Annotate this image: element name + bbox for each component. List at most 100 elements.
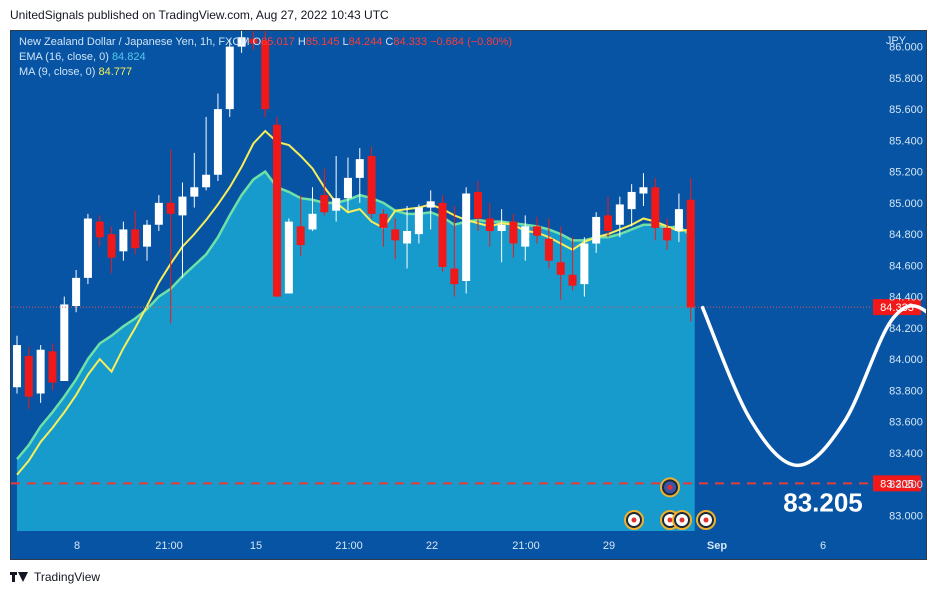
candle[interactable] bbox=[48, 343, 57, 391]
candle[interactable] bbox=[72, 270, 81, 313]
y-tick-label: 83.200 bbox=[889, 479, 923, 491]
candle-body bbox=[403, 231, 412, 244]
candle[interactable] bbox=[450, 206, 459, 297]
candle-body bbox=[36, 349, 45, 394]
candle[interactable] bbox=[686, 177, 695, 322]
candle[interactable] bbox=[473, 181, 482, 231]
candle[interactable] bbox=[556, 226, 565, 300]
candle[interactable] bbox=[544, 218, 553, 269]
y-tick-label: 85.600 bbox=[889, 104, 923, 116]
footer-brand: TradingView bbox=[34, 570, 101, 584]
candle[interactable] bbox=[154, 195, 163, 231]
candle-body bbox=[178, 196, 187, 216]
legend-open-label: O bbox=[252, 36, 262, 48]
candle[interactable] bbox=[355, 148, 364, 203]
economic-event-icon[interactable] bbox=[696, 510, 716, 530]
candle[interactable] bbox=[379, 209, 388, 247]
candle[interactable] bbox=[190, 152, 199, 208]
candle[interactable] bbox=[296, 195, 305, 256]
candle[interactable] bbox=[83, 213, 92, 285]
candle[interactable] bbox=[615, 196, 624, 238]
candle[interactable] bbox=[143, 220, 152, 261]
candle[interactable] bbox=[497, 209, 506, 263]
legend-high-label: H bbox=[297, 36, 306, 48]
y-tick-label: 84.600 bbox=[889, 260, 923, 272]
target-price-label: 83.205 bbox=[783, 487, 863, 517]
candle[interactable] bbox=[320, 168, 329, 216]
candle[interactable] bbox=[36, 345, 45, 403]
candle-body bbox=[674, 209, 683, 231]
candle[interactable] bbox=[509, 213, 518, 258]
candle[interactable] bbox=[178, 182, 187, 278]
candle[interactable] bbox=[225, 38, 234, 117]
candle-body bbox=[627, 191, 636, 210]
candle[interactable] bbox=[24, 346, 33, 410]
candle[interactable] bbox=[273, 116, 282, 297]
candle[interactable] bbox=[521, 215, 530, 261]
candle[interactable] bbox=[604, 196, 612, 238]
candle[interactable] bbox=[639, 173, 648, 206]
candle[interactable] bbox=[627, 184, 636, 227]
legend-symbol-row: New Zealand Dollar / Japanese Yen, 1h, F… bbox=[19, 35, 512, 50]
candle-body bbox=[533, 226, 542, 236]
candle[interactable] bbox=[403, 206, 412, 269]
candle-body bbox=[556, 262, 565, 275]
candle[interactable] bbox=[343, 157, 352, 211]
candle-body bbox=[190, 187, 199, 197]
candle[interactable] bbox=[60, 296, 69, 381]
candle-body bbox=[60, 304, 69, 381]
target-axis-label: 83.205 bbox=[880, 478, 914, 490]
candle[interactable] bbox=[95, 215, 104, 247]
candle[interactable] bbox=[367, 146, 376, 219]
candle[interactable] bbox=[485, 202, 494, 247]
candle-body bbox=[166, 202, 175, 214]
last-price-label: 84.333 bbox=[880, 302, 914, 314]
candle[interactable] bbox=[580, 237, 589, 297]
forecast-path[interactable] bbox=[700, 304, 927, 483]
candle[interactable] bbox=[119, 221, 128, 261]
price-chart[interactable]: 84.333 83.205 83.205 86.000 85.800 85.600 85.… bbox=[11, 31, 927, 560]
candle[interactable] bbox=[261, 31, 270, 117]
y-tick-label: 85.800 bbox=[889, 73, 923, 85]
candle[interactable] bbox=[202, 116, 211, 191]
candle[interactable] bbox=[426, 190, 435, 230]
legend-ma-label: MA (9, close, 0) bbox=[19, 66, 96, 78]
candle-body bbox=[343, 177, 352, 199]
economic-event-icon[interactable] bbox=[660, 477, 680, 498]
x-tick-label: 21:00 bbox=[155, 540, 183, 552]
candle[interactable] bbox=[438, 195, 447, 272]
candle-body bbox=[651, 187, 660, 228]
candle[interactable] bbox=[414, 204, 423, 244]
y-tick-label: 83.800 bbox=[889, 385, 923, 397]
candle[interactable] bbox=[13, 335, 21, 394]
candle[interactable] bbox=[592, 212, 601, 253]
economic-event-icon[interactable] bbox=[624, 510, 644, 530]
candle[interactable] bbox=[131, 210, 140, 255]
candle[interactable] bbox=[166, 149, 175, 324]
candle[interactable] bbox=[107, 226, 116, 274]
candle[interactable] bbox=[674, 193, 683, 242]
candle[interactable] bbox=[213, 93, 222, 182]
candle-body bbox=[202, 174, 211, 188]
x-tick-label: 21:00 bbox=[335, 540, 363, 552]
candle[interactable] bbox=[533, 216, 542, 244]
candle[interactable] bbox=[332, 156, 341, 222]
candle[interactable] bbox=[663, 218, 672, 250]
candle[interactable] bbox=[391, 218, 400, 260]
candle-body bbox=[450, 268, 459, 285]
y-tick-label: 83.000 bbox=[889, 510, 923, 522]
y-tick-label: 85.200 bbox=[889, 167, 923, 179]
candle-body bbox=[225, 46, 234, 110]
candle-body bbox=[604, 215, 612, 231]
chart-frame[interactable]: 84.333 83.205 83.205 86.000 85.800 85.600 85.… bbox=[10, 30, 927, 560]
y-tick-label: 84.000 bbox=[889, 354, 923, 366]
candle[interactable] bbox=[249, 31, 258, 50]
candle[interactable] bbox=[651, 177, 660, 241]
economic-event-icon[interactable] bbox=[672, 510, 692, 530]
candle[interactable] bbox=[308, 187, 317, 231]
candle[interactable] bbox=[462, 187, 471, 294]
candle[interactable] bbox=[237, 31, 246, 53]
x-tick-label: 29 bbox=[603, 540, 615, 552]
candle[interactable] bbox=[568, 237, 577, 291]
candle[interactable] bbox=[284, 218, 293, 294]
